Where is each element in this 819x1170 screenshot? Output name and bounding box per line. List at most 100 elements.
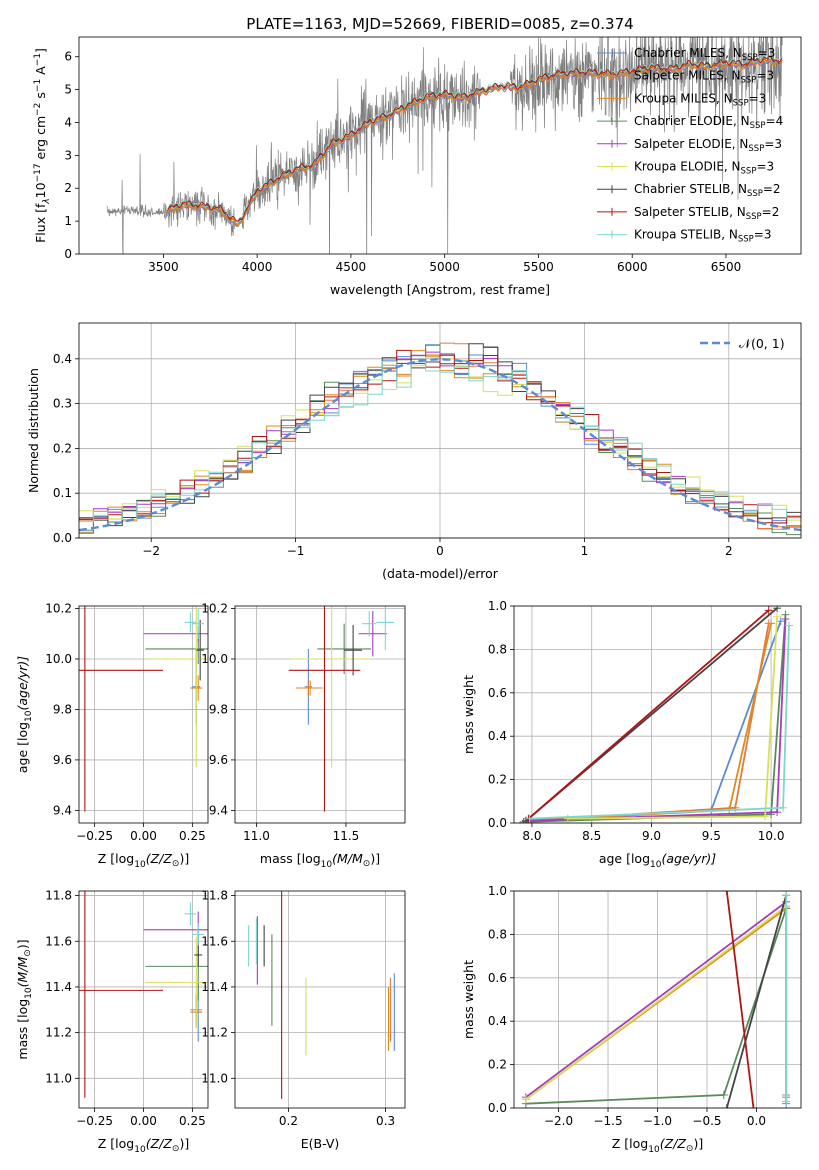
axes-mass-weight-vs-age: 8.0 8.5 9.0 9.5 10.0 0.0 0.2 0.4 0.6 0.8 1.0 age [l… (461, 599, 802, 870)
label-part: )] (370, 851, 380, 866)
label-part: age [log (599, 851, 650, 866)
x-axis-label: age [log10(age/yr)] (599, 851, 716, 870)
tick-label-x: 0.00 (130, 1114, 157, 1128)
tick-label-x: 0.3 (376, 1114, 395, 1128)
tick-label-y: 0 (64, 247, 72, 261)
tick-label-x: −1.0 (643, 1114, 672, 1128)
tick-label-x: 3500 (148, 260, 179, 274)
tick-label-y: 0.0 (488, 816, 507, 830)
label-part: 10 (648, 1145, 660, 1155)
tick-label-y: 0.6 (488, 971, 507, 985)
label-part: (Z/Z (146, 851, 173, 866)
histogram-8 (79, 360, 801, 523)
label-part: Kroupa ELODIE, N (634, 160, 741, 174)
weight-line-2 (567, 623, 772, 820)
tick-label-y: 0.4 (488, 729, 507, 743)
y-axis-label: age [log10(age/yr)] (15, 656, 34, 773)
tick-label-y: 0.3 (53, 397, 72, 411)
errorbar-point (184, 902, 197, 926)
label-part: SSP (746, 212, 762, 222)
label-part: Salpeter MILES, N (634, 69, 741, 83)
tick-label-y: 10.2 (201, 602, 228, 616)
label-part: ⊙ (172, 1144, 180, 1154)
errorbar-point (292, 606, 371, 768)
label-part: SSP (741, 167, 757, 177)
label-part: ⊙ (23, 949, 33, 957)
legend-label-2: Kroupa MILES, NSSP=3 (634, 91, 766, 108)
histogram-3 (79, 344, 801, 536)
legend-label-5: Kroupa ELODIE, NSSP=3 (634, 160, 774, 177)
plot-area-mass-vs-EBV (248, 891, 395, 1099)
label-part: 10 (134, 860, 146, 870)
x-axis-label: mass [log10(M/M⊙)] (260, 851, 380, 870)
tick-label-y: 10.0 (45, 652, 72, 666)
label-part: A (33, 66, 48, 79)
errorbar-point (79, 606, 164, 812)
x-axis-label: E(B-V) (301, 1136, 340, 1151)
tick-label-x: 1 (581, 544, 589, 558)
model-spectrum-2 (166, 57, 783, 227)
tick-label-y: 11.8 (45, 889, 72, 903)
label-part: SSP (742, 53, 758, 63)
label-part: Kroupa MILES, N (634, 91, 733, 105)
weight-line-4 (525, 901, 787, 1098)
tick-label-x: 11.0 (243, 829, 270, 843)
label-part: (age/yr)] (15, 656, 30, 711)
label-part: 10 (134, 1145, 146, 1155)
label-part: −1 (33, 53, 43, 66)
label-part: Z [log (98, 851, 134, 866)
tick-label-y: 10.0 (201, 652, 228, 666)
errorbar-point (192, 922, 205, 946)
label-part: (Z/Z (660, 1136, 687, 1151)
plot-area-mass-weight-vs-Z (521, 891, 791, 1108)
tick-label-y: 4 (64, 115, 72, 129)
errorbar-point (79, 891, 164, 1098)
weight-line-1 (525, 623, 770, 822)
y-axis-label: mass weight (461, 960, 476, 1039)
tick-label-y: 11.2 (201, 1026, 228, 1040)
tick-label-y: 11.4 (201, 980, 228, 994)
errorbar-point (184, 612, 197, 633)
tick-label-x: 0.00 (130, 829, 157, 843)
errorbar-point (358, 611, 388, 657)
label-part: −1 (33, 79, 43, 92)
axes-frame (513, 890, 802, 1109)
axes-age-vs-Z: −0.25 0.00 0.259.49.69.810.010.2Z [log10(Z… (15, 602, 209, 870)
tick-label-x: 5500 (523, 260, 554, 274)
label-part: 10 (33, 182, 48, 198)
label-part: =3 (758, 46, 776, 60)
tick-label-x: −0.25 (76, 1114, 113, 1128)
label-part: Z [log (98, 1136, 134, 1151)
label-part: −17 (33, 163, 43, 182)
errorbar-point (196, 619, 205, 681)
y-axis-label: Normed distribution (26, 368, 41, 493)
tick-label-x: −1.5 (593, 1114, 622, 1128)
weight-line-3 (523, 614, 787, 823)
tick-label-x: 11.5 (333, 829, 360, 843)
label-part: Flux [f (33, 203, 48, 243)
legend-label-8: Kroupa STELIB, NSSP=3 (634, 228, 772, 245)
axes-mass-weight-vs-Z: −2.0 −1.5 −1.0 −0.5 0.0 0.0 0.2 0.4 0.6 0.8 1.0 Z [… (461, 884, 802, 1155)
label-part: erg cm (33, 116, 48, 164)
tick-label-y: 11.4 (45, 980, 72, 994)
tick-label-y: 3 (64, 148, 72, 162)
label-part: age [log (15, 722, 30, 773)
model-spectrum-7 (166, 55, 783, 222)
legend-label: 𝒩(0, 1) (739, 336, 785, 351)
tick-label-y: 9.8 (209, 702, 228, 716)
tick-label-x: 9.5 (702, 829, 721, 843)
label-part: (M/M (332, 851, 363, 866)
legend-label-0: Chabrier MILES, NSSP=3 (634, 46, 775, 63)
model-spectrum-1 (166, 59, 783, 226)
x-axis-label: Z [log10(Z/Z⊙)] (98, 851, 189, 870)
plot-area-mass-vs-Z (79, 891, 208, 1098)
label-part: =3 (756, 160, 774, 174)
tick-label-y: 9.6 (53, 753, 72, 767)
label-part: 10 (24, 987, 34, 999)
label-part: Chabrier STELIB, N (634, 182, 747, 196)
tick-label-y: 0.4 (488, 1014, 507, 1028)
tick-label-y: 9.4 (209, 803, 228, 817)
weight-line-7 (527, 609, 770, 820)
